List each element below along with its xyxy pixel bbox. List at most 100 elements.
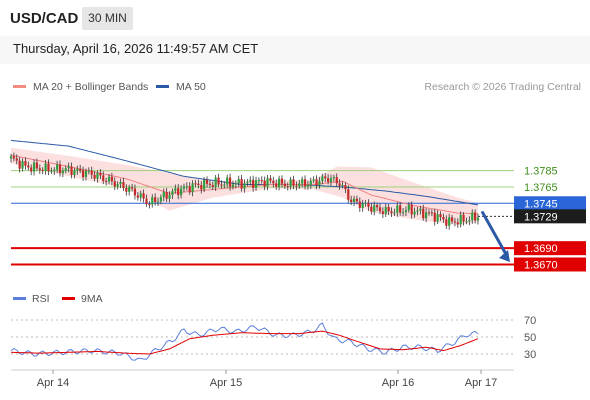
candle-body xyxy=(370,206,373,212)
candle-body xyxy=(188,186,191,193)
candle-body xyxy=(223,184,226,186)
candle-body xyxy=(303,179,307,187)
candle-body xyxy=(298,183,301,187)
candle-body xyxy=(462,214,465,222)
candle-body xyxy=(203,179,206,190)
x-tick-label: Apr 15 xyxy=(210,377,242,389)
candle-body xyxy=(416,210,419,212)
candle-body xyxy=(191,183,194,193)
price-label-box xyxy=(514,209,586,224)
candle-body xyxy=(174,188,177,192)
candle-body xyxy=(87,170,90,172)
candle-body xyxy=(315,179,318,186)
candle-body xyxy=(309,180,312,185)
candle-body xyxy=(318,181,321,186)
rsi-legend-swatch xyxy=(13,297,26,300)
candle-body xyxy=(154,197,157,203)
candle-body xyxy=(105,180,108,182)
candle-body xyxy=(113,181,116,187)
candle-body xyxy=(81,170,85,178)
candle-body xyxy=(347,189,350,200)
rsi-level-label: 70 xyxy=(524,315,536,327)
candle-body xyxy=(67,166,70,169)
candle-body xyxy=(471,212,474,221)
candle-body xyxy=(329,178,333,182)
candle-body xyxy=(27,165,30,168)
candle-body xyxy=(332,177,335,179)
candle-body xyxy=(182,186,186,189)
candle-body xyxy=(58,164,62,174)
candle-body xyxy=(433,212,436,222)
candle-body xyxy=(208,183,212,186)
candle-body xyxy=(76,168,79,171)
candle-body xyxy=(30,167,33,172)
candle-body xyxy=(21,161,24,169)
candle-body xyxy=(122,181,125,189)
candle-body xyxy=(401,212,405,214)
candle-body xyxy=(73,170,76,175)
candle-body xyxy=(436,214,439,222)
candle-body xyxy=(407,204,410,211)
candle-body xyxy=(145,198,148,205)
candle-body xyxy=(156,201,160,203)
price-level-label: 1.3745 xyxy=(524,198,558,210)
candle-body xyxy=(263,180,266,187)
candle-body xyxy=(228,177,232,187)
candle-body xyxy=(387,206,390,212)
price-chart: MA 20 + Bollinger Bands MA 50 Research © 2… xyxy=(9,81,586,389)
candle-body xyxy=(99,173,102,176)
candle-body xyxy=(32,162,36,172)
price-level-label: 1.3785 xyxy=(524,166,558,178)
rsi-legend-label: RSI xyxy=(32,293,50,305)
candle-body xyxy=(338,183,341,186)
candle-body xyxy=(116,184,119,187)
candle-body xyxy=(376,205,379,208)
candle-body xyxy=(292,179,295,186)
x-tick-label: Apr 17 xyxy=(465,377,497,389)
candle-body xyxy=(179,188,183,196)
price-label-box xyxy=(514,196,586,211)
candle-body xyxy=(70,166,73,175)
legend-label: MA 20 + Bollinger Bands xyxy=(33,81,148,93)
candle-body xyxy=(128,187,131,192)
candle-body xyxy=(442,217,445,220)
candle-body xyxy=(136,195,139,198)
candle-body xyxy=(64,168,67,171)
candle-body xyxy=(286,186,289,188)
candle-body xyxy=(335,177,338,184)
candle-body xyxy=(468,220,471,222)
candle-body xyxy=(125,188,128,192)
candle-body xyxy=(194,183,197,185)
candle-body xyxy=(399,205,402,213)
candle-body xyxy=(214,177,217,187)
candle-body xyxy=(312,179,315,181)
candle-body xyxy=(96,173,99,179)
candle-body xyxy=(185,186,188,188)
candle-body xyxy=(344,185,347,190)
candle-body xyxy=(350,199,353,203)
candle-body xyxy=(410,204,413,215)
candle-body xyxy=(217,177,220,185)
candle-body xyxy=(289,179,292,187)
candle-body xyxy=(246,181,249,184)
candle-body xyxy=(15,158,18,161)
candle-body xyxy=(321,176,324,182)
candle-body xyxy=(396,205,399,213)
candle-body xyxy=(266,178,269,187)
candle-body xyxy=(107,176,111,182)
candle-body xyxy=(24,161,27,166)
candle-body xyxy=(390,211,393,214)
price-label-box xyxy=(514,241,586,256)
candle-body xyxy=(177,188,180,196)
rsi-line xyxy=(10,322,479,361)
candle-body xyxy=(413,211,416,215)
rsi-level-label: 30 xyxy=(524,349,536,361)
candle-body xyxy=(456,222,459,225)
candle-body xyxy=(142,193,145,199)
candle-body xyxy=(93,174,96,179)
candle-body xyxy=(9,156,13,159)
candle-body xyxy=(373,205,376,212)
candle-body xyxy=(50,171,53,173)
candle-body xyxy=(448,217,451,226)
timeframe-badge[interactable]: 30 MIN xyxy=(82,7,133,30)
